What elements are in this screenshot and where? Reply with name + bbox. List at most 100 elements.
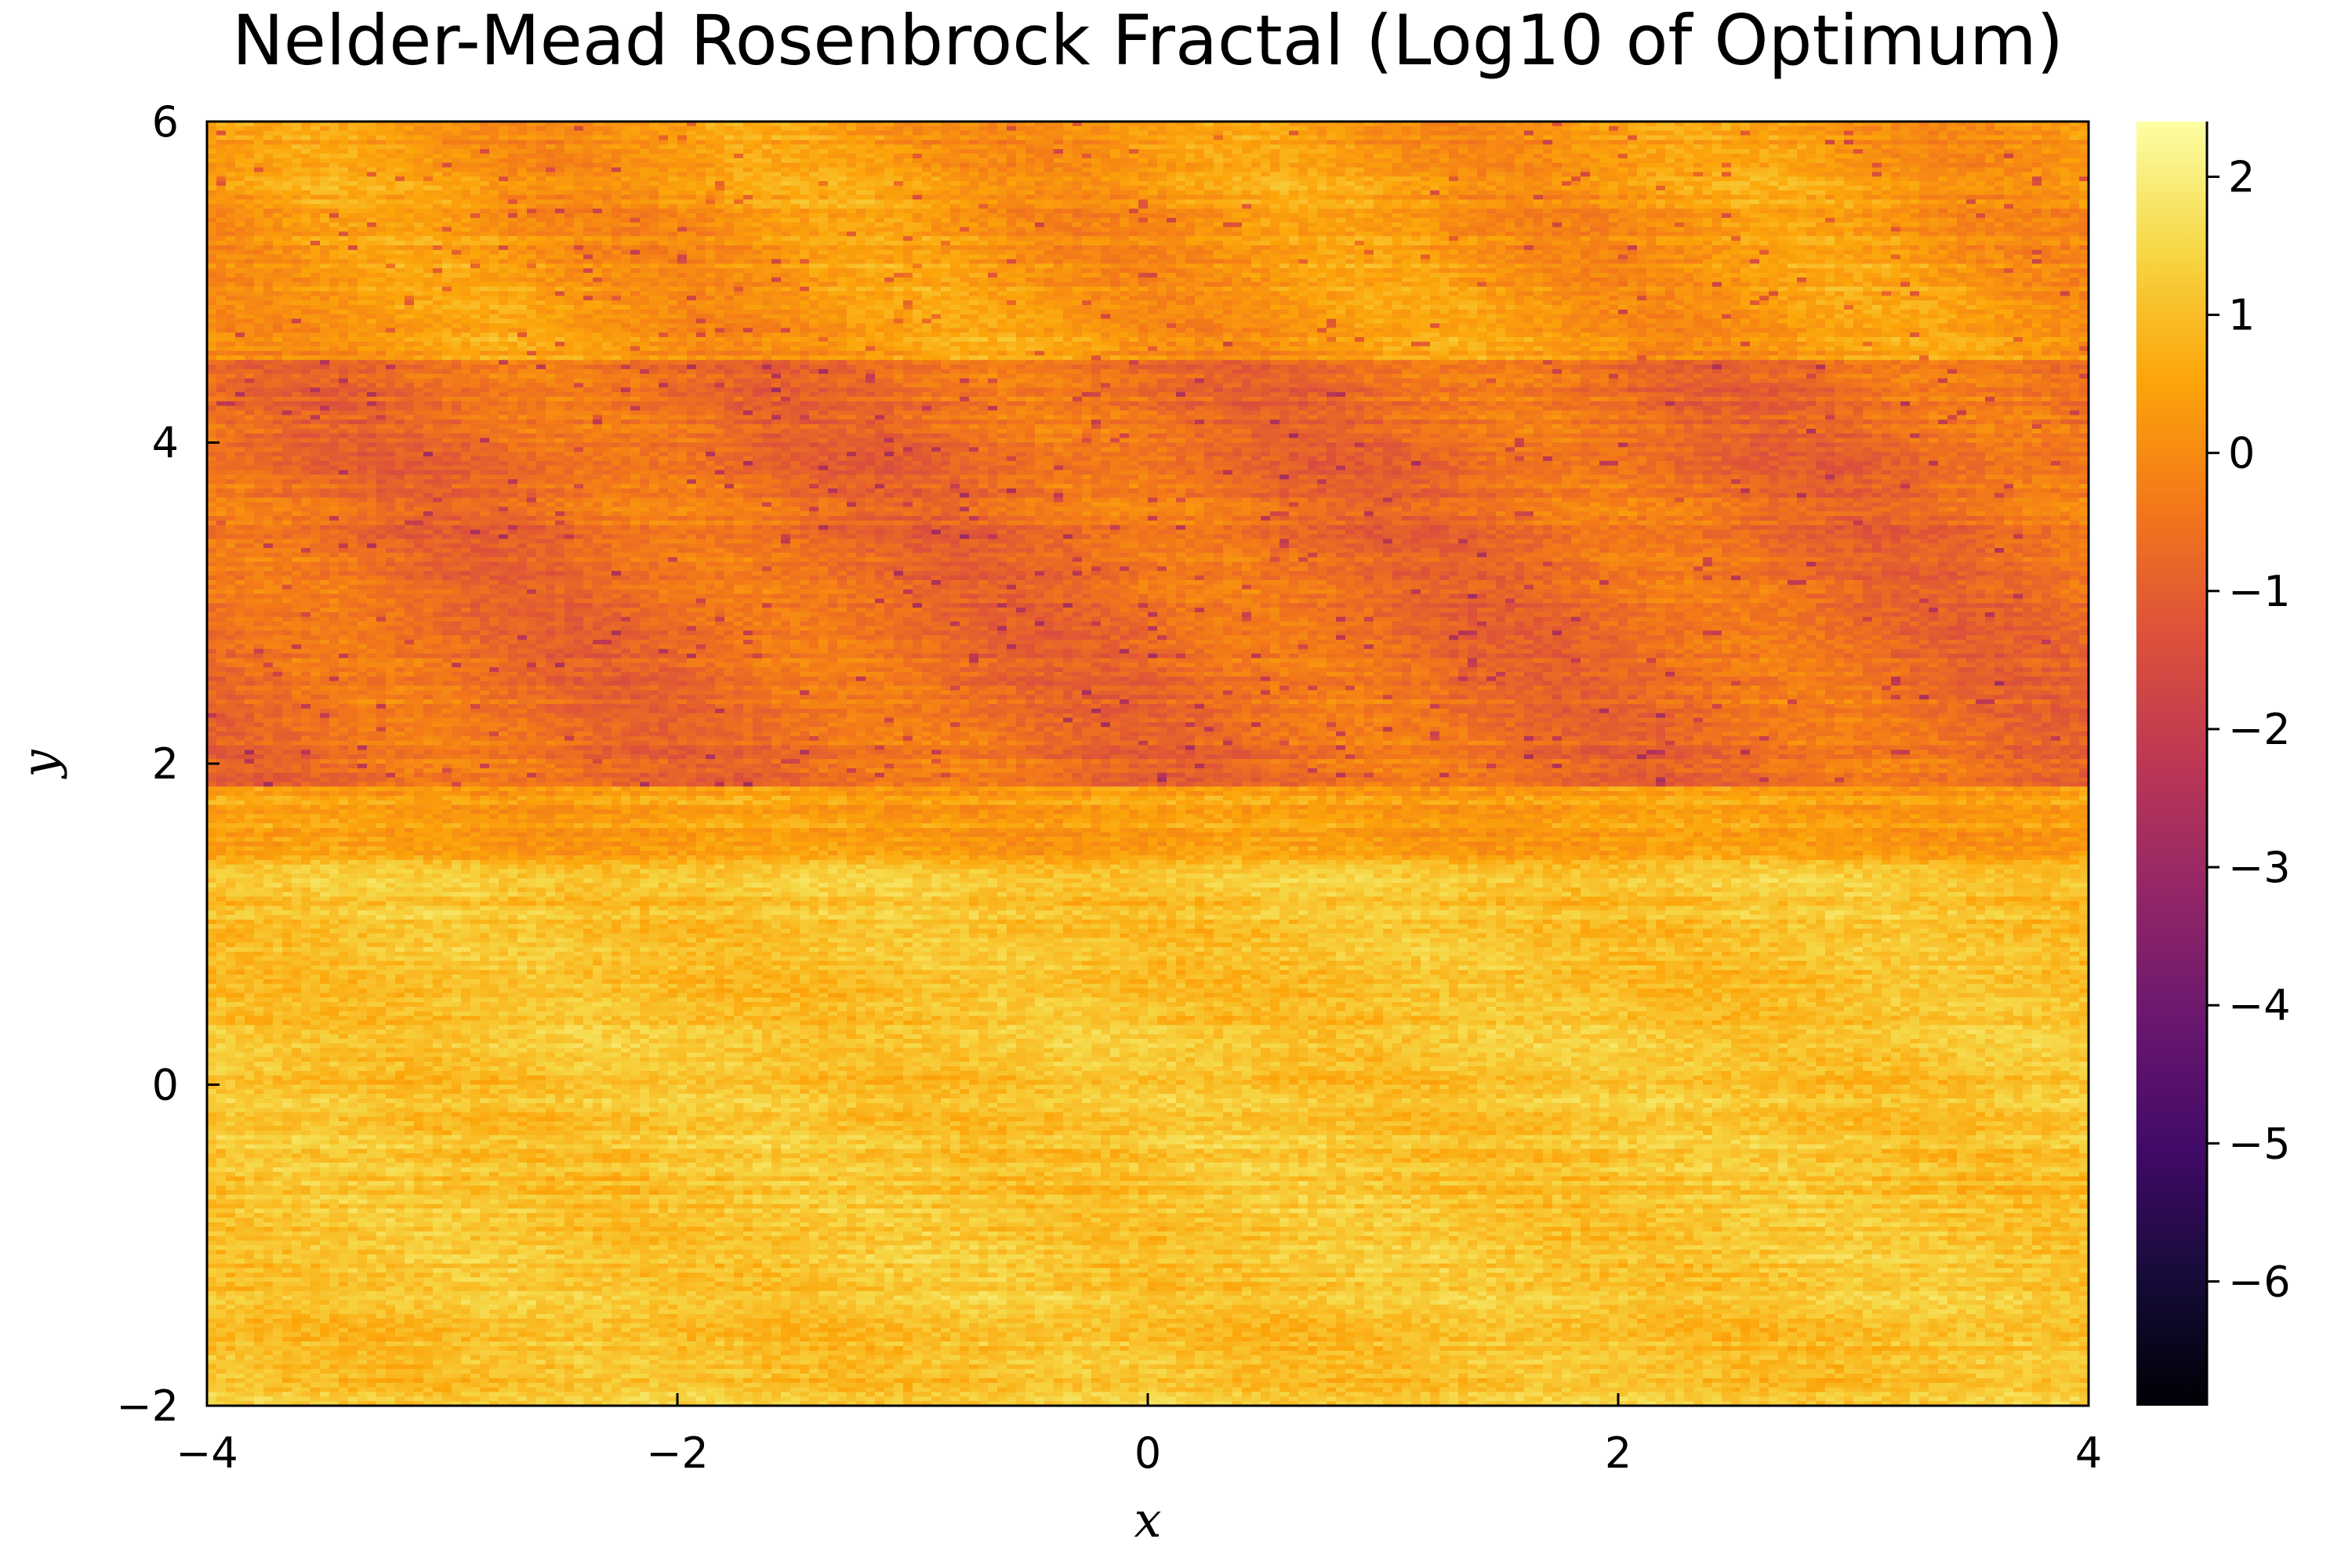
heatmap-cell bbox=[1392, 158, 1403, 163]
heatmap-cell bbox=[1609, 140, 1619, 144]
heatmap-cell bbox=[1289, 126, 1299, 131]
heatmap-cell bbox=[1458, 186, 1468, 191]
heatmap-cell bbox=[1016, 186, 1026, 191]
heatmap-cell bbox=[1374, 163, 1384, 168]
heatmap-cell bbox=[2023, 126, 2033, 131]
heatmap-cell bbox=[1722, 131, 1732, 136]
heatmap-cell bbox=[301, 181, 311, 186]
heatmap-cell bbox=[508, 140, 518, 144]
heatmap-cell bbox=[1731, 172, 1741, 176]
heatmap-cell bbox=[913, 181, 923, 186]
heatmap-cell bbox=[1882, 176, 1892, 181]
heatmap-cell bbox=[1731, 158, 1741, 163]
heatmap-cell bbox=[2013, 144, 2024, 149]
heatmap-cell bbox=[1232, 195, 1243, 200]
heatmap-cell bbox=[536, 172, 546, 176]
heatmap-cell bbox=[1684, 131, 1694, 136]
heatmap-cell bbox=[2070, 163, 2080, 168]
heatmap-cell bbox=[442, 144, 452, 149]
heatmap-cell bbox=[235, 136, 245, 140]
heatmap-cell bbox=[367, 186, 377, 191]
heatmap-cell bbox=[1091, 176, 1102, 181]
heatmap-cell bbox=[1157, 195, 1167, 200]
heatmap-cell bbox=[386, 204, 396, 209]
heatmap-cell bbox=[423, 186, 434, 191]
heatmap-cell bbox=[1543, 176, 1553, 181]
heatmap-cell bbox=[1788, 149, 1798, 154]
heatmap-cell bbox=[1985, 126, 1995, 131]
heatmap-cell bbox=[1496, 149, 1506, 154]
heatmap-cell bbox=[1439, 168, 1450, 172]
heatmap-cell bbox=[960, 131, 970, 136]
heatmap-cell bbox=[1496, 136, 1506, 140]
heatmap-cell bbox=[1788, 140, 1798, 144]
heatmap-cell bbox=[207, 172, 217, 176]
heatmap-cell bbox=[226, 181, 236, 186]
heatmap-cell bbox=[245, 149, 255, 154]
heatmap-cell bbox=[1665, 163, 1675, 168]
heatmap-cell bbox=[743, 126, 753, 131]
heatmap-cell bbox=[1449, 144, 1459, 149]
heatmap-cell bbox=[1242, 176, 1252, 181]
heatmap-cell bbox=[1656, 144, 1666, 149]
heatmap-cell bbox=[1007, 168, 1017, 172]
heatmap-cell bbox=[1223, 172, 1233, 176]
heatmap-cell bbox=[1439, 195, 1450, 200]
heatmap-cell bbox=[630, 176, 641, 181]
heatmap-cell bbox=[1590, 172, 1600, 176]
heatmap-cell bbox=[1054, 154, 1064, 158]
heatmap-cell bbox=[1251, 181, 1261, 186]
heatmap-cell bbox=[2013, 186, 2024, 191]
heatmap-cell bbox=[1185, 176, 1196, 181]
heatmap-cell bbox=[847, 186, 857, 191]
heatmap-cell bbox=[1844, 176, 1854, 181]
heatmap-cell bbox=[367, 176, 377, 181]
heatmap-cell bbox=[602, 158, 612, 163]
heatmap-cell bbox=[452, 204, 462, 209]
heatmap-cell bbox=[630, 191, 641, 195]
heatmap-cell bbox=[1289, 176, 1299, 181]
heatmap-cell bbox=[640, 176, 650, 181]
heatmap-cell bbox=[612, 140, 622, 144]
heatmap-cell bbox=[405, 176, 415, 181]
heatmap-cell bbox=[480, 136, 490, 140]
heatmap-cell bbox=[894, 136, 904, 140]
heatmap-cell bbox=[630, 126, 641, 131]
heatmap-cell bbox=[1853, 181, 1864, 186]
heatmap-cell bbox=[922, 140, 932, 144]
heatmap-cell bbox=[1816, 149, 1826, 154]
heatmap-cell bbox=[1298, 181, 1308, 186]
heatmap-cell bbox=[1806, 199, 1817, 204]
heatmap-cell bbox=[1317, 181, 1327, 186]
heatmap-cell bbox=[1129, 158, 1139, 163]
heatmap-cell bbox=[273, 154, 283, 158]
heatmap-cell bbox=[1637, 149, 1647, 154]
heatmap-cell bbox=[1176, 199, 1186, 204]
heatmap-cell bbox=[339, 140, 349, 144]
heatmap-cell bbox=[1327, 158, 1337, 163]
heatmap-cell bbox=[1712, 158, 1722, 163]
heatmap-cell bbox=[1534, 181, 1544, 186]
heatmap-cell bbox=[1609, 181, 1619, 186]
heatmap-cell bbox=[1609, 186, 1619, 191]
heatmap-cell bbox=[1477, 154, 1487, 158]
heatmap-cell bbox=[480, 140, 490, 144]
heatmap-cell bbox=[1120, 199, 1130, 204]
heatmap-cell bbox=[536, 144, 546, 149]
heatmap-cell bbox=[1383, 154, 1393, 158]
heatmap-cell bbox=[574, 172, 584, 176]
heatmap-cell bbox=[1910, 154, 1920, 158]
heatmap-cell bbox=[2060, 131, 2071, 136]
heatmap-cell bbox=[1129, 186, 1139, 191]
heatmap-cell bbox=[1562, 126, 1572, 131]
heatmap-cell bbox=[546, 149, 556, 154]
heatmap-cell bbox=[677, 199, 688, 204]
heatmap-cell bbox=[621, 126, 631, 131]
heatmap-cell bbox=[1157, 168, 1167, 172]
heatmap-cell bbox=[2013, 176, 2024, 181]
heatmap-cell bbox=[245, 154, 255, 158]
heatmap-cell bbox=[1110, 158, 1120, 163]
heatmap-cell bbox=[1289, 199, 1299, 204]
heatmap-cell bbox=[790, 154, 800, 158]
heatmap-cell bbox=[1251, 158, 1261, 163]
